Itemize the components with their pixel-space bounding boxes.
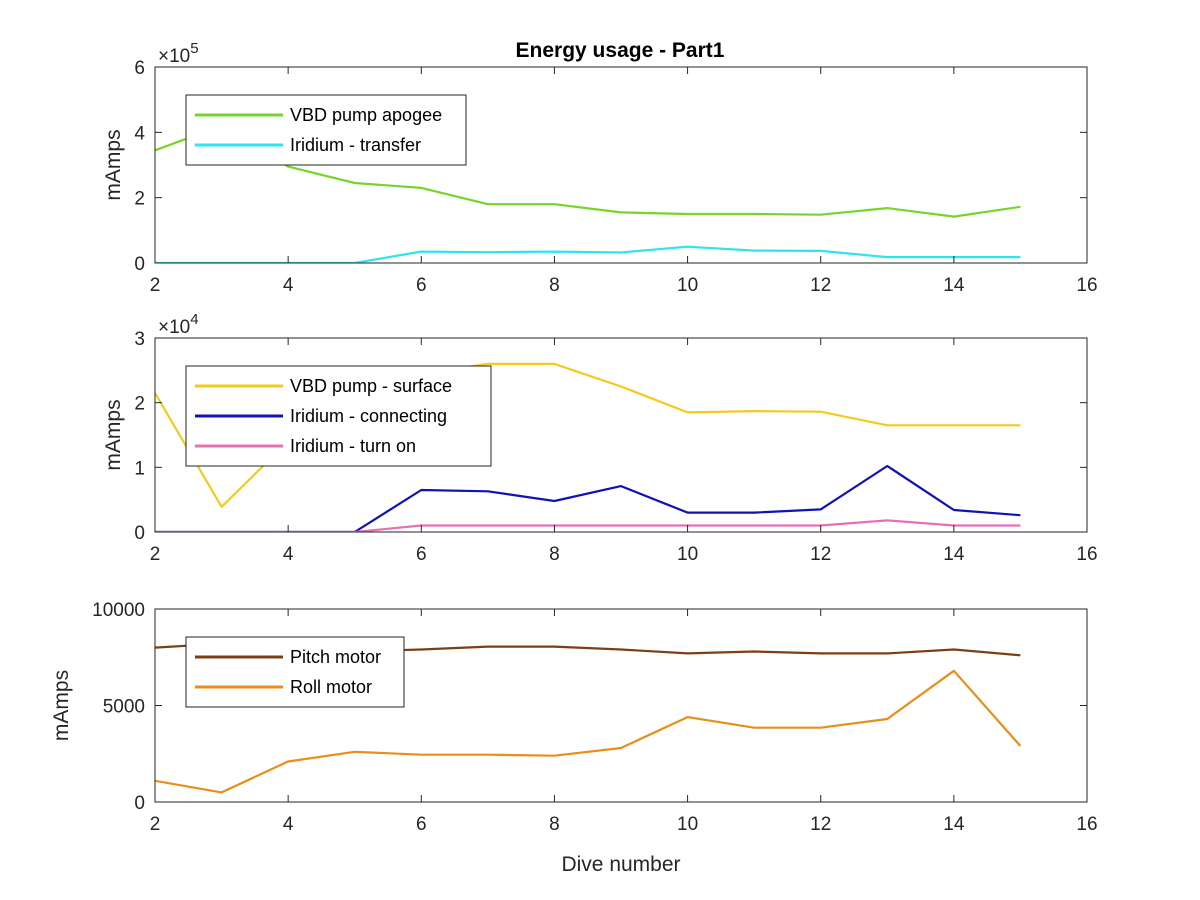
x-tick-label: 10 (677, 814, 698, 835)
axes-box (154, 337, 1088, 533)
series-line-3 (155, 519, 1021, 532)
x-tick-label: 14 (943, 544, 965, 565)
legend-label: Pitch motor (290, 647, 381, 667)
y-axis-label: mAmps (102, 129, 125, 200)
y-tick-label: 2 (134, 189, 145, 210)
legend-label: Iridium - transfer (290, 135, 421, 155)
legend-label: Roll motor (290, 677, 372, 697)
x-tick-label: 6 (416, 814, 427, 835)
x-tick-label: 2 (150, 275, 161, 296)
x-tick-label: 6 (416, 544, 427, 565)
x-tick-label: 16 (1076, 544, 1097, 565)
y-exponent-label: ×104 (158, 311, 199, 338)
panel-3: 2 4 6 8 10 12 14 16 0 5000 10000 mAmps Dive number Pi… (50, 600, 1098, 876)
x-tick-label: 8 (549, 544, 560, 565)
y-axis-label: mAmps (102, 399, 125, 470)
x-tick-label: 4 (283, 544, 294, 565)
x-tick-label: 12 (810, 814, 831, 835)
x-tick-label: 2 (150, 814, 161, 835)
series-line-2 (155, 464, 1021, 532)
y-exponent-label: ×105 (158, 40, 199, 67)
axes-box (154, 66, 1088, 264)
x-tick-label: 14 (943, 814, 965, 835)
y-tick-label: 6 (134, 58, 145, 79)
legend-label: VBD pump apogee (290, 105, 442, 125)
x-tick-label: 8 (549, 275, 560, 296)
x-tick-label: 14 (943, 275, 965, 296)
y-tick-label: 3 (134, 329, 145, 350)
x-tick-label: 6 (416, 275, 427, 296)
x-tick-label: 10 (677, 275, 698, 296)
y-tick-label: 2 (134, 394, 145, 415)
x-tick-label: 8 (549, 814, 560, 835)
x-axis-label: Dive number (561, 853, 680, 876)
y-tick-label: 4 (134, 123, 145, 144)
legend: VBD pump apogee Iridium - transfer (185, 94, 467, 166)
legend-label: Iridium - connecting (290, 406, 447, 426)
y-tick-label: 0 (134, 254, 145, 275)
x-tick-label: 4 (283, 814, 294, 835)
legend-box (185, 94, 467, 166)
y-tick-label: 10000 (92, 600, 145, 621)
x-tick-label: 2 (150, 544, 161, 565)
series-line-2 (155, 245, 1021, 263)
y-tick-label: 5000 (103, 697, 145, 718)
x-tick-label: 10 (677, 544, 698, 565)
series-line-1 (155, 124, 1021, 218)
y-tick-label: 0 (134, 523, 145, 544)
x-tick-label: 12 (810, 544, 831, 565)
x-tick-label: 16 (1076, 275, 1097, 296)
x-tick-label: 12 (810, 275, 831, 296)
series-line-2 (155, 669, 1022, 794)
chart-title: Energy usage - Part1 (516, 39, 725, 62)
legend: VBD pump - surface Iridium - connecting Ir… (185, 365, 492, 467)
y-axis-label: mAmps (50, 670, 73, 741)
legend-label: VBD pump - surface (290, 376, 452, 396)
legend-box (185, 365, 492, 467)
legend: Pitch motor Roll motor (185, 636, 405, 708)
legend-label: Iridium - turn on (290, 436, 416, 456)
x-tick-label: 4 (283, 275, 294, 296)
y-tick-label: 0 (134, 793, 145, 814)
legend-box (185, 636, 405, 708)
x-tick-label: 16 (1076, 814, 1097, 835)
y-tick-label: 1 (134, 458, 145, 479)
